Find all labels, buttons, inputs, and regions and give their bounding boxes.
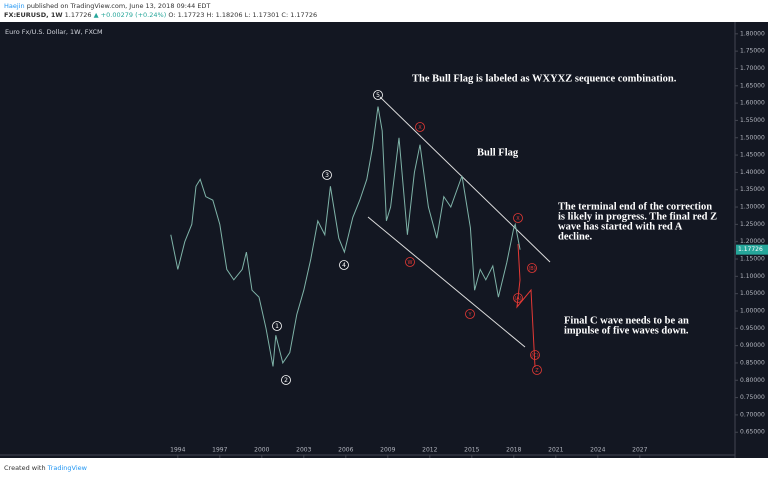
- y-tick-label: 0.75000: [740, 394, 765, 401]
- author[interactable]: Haejin: [4, 2, 25, 10]
- wave-label: Z: [535, 368, 539, 374]
- wave-circle: [530, 350, 540, 360]
- wave-label: (A): [514, 296, 521, 302]
- x-tick-label: 1994: [170, 447, 185, 454]
- wave-label: (C): [531, 353, 538, 359]
- y-tick-label: 0.95000: [740, 325, 765, 332]
- wave-label: Y: [467, 312, 472, 318]
- y-tick-label: 1.75000: [740, 48, 765, 55]
- y-tick-label: 0.85000: [740, 359, 765, 366]
- x-tick-label: 2006: [338, 447, 353, 454]
- wave-circle: [405, 257, 415, 267]
- x-tick-label: 2000: [254, 447, 269, 454]
- y-tick-label: 1.20000: [740, 238, 765, 245]
- y-tick-label: 0.65000: [740, 429, 765, 436]
- x-tick-label: 2024: [590, 447, 605, 454]
- published: published on TradingView.com, June 13, 2…: [26, 2, 211, 10]
- price-tag: [736, 244, 768, 255]
- y-tick-label: 1.50000: [740, 134, 765, 141]
- wave-label: 2: [284, 377, 288, 384]
- wave-label: 3: [325, 172, 329, 179]
- y-tick-label: 0.90000: [740, 342, 765, 349]
- chart-title: Euro Fx/U.S. Dollar, 1W, FXCM: [5, 28, 103, 36]
- wave-circle: [272, 321, 282, 331]
- y-tick-label: 1.80000: [740, 30, 765, 37]
- wave-circle: [415, 122, 425, 132]
- x-tick-label: 2003: [296, 447, 311, 454]
- annotation: Final C wave needs to be an: [564, 315, 689, 326]
- annotation: wave has started with red A: [558, 221, 683, 232]
- x-tick-label: 1997: [212, 447, 227, 454]
- wave-circle: [281, 375, 291, 385]
- y-tick-label: 0.70000: [740, 411, 765, 418]
- wave-circle: [527, 263, 537, 273]
- y-tick-label: 1.15000: [740, 256, 765, 263]
- wave-circle: [513, 213, 523, 223]
- price-tag-label: 1.17726: [738, 246, 763, 253]
- x-tick-label: 2009: [380, 447, 395, 454]
- footer: Created with TradingView: [0, 458, 768, 478]
- y-tick-label: 1.45000: [740, 152, 765, 159]
- y-tick-label: 1.35000: [740, 186, 765, 193]
- annotation: The Bull Flag is labeled as WXYXZ sequen…: [412, 73, 677, 84]
- annotation: impulse of five waves down.: [564, 325, 689, 336]
- channel-line: [367, 216, 526, 348]
- created: Created with: [4, 464, 46, 472]
- wave-circle: [465, 309, 475, 319]
- chart: Euro Fx/U.S. Dollar, 1W, FXCM 0.65000 0.7…: [0, 22, 768, 458]
- wave-circle: [532, 365, 542, 375]
- wave-circle: [373, 90, 383, 100]
- wave-circle: [322, 170, 332, 180]
- wave-label: 4: [342, 262, 346, 269]
- y-tick-label: 1.40000: [740, 169, 765, 176]
- change: ▲ +0.00279 (+0.24%): [93, 11, 167, 19]
- x-tick-label: 2018: [506, 447, 521, 454]
- y-tick-label: 1.30000: [740, 204, 765, 211]
- y-tick-label: 1.55000: [740, 117, 765, 124]
- annotation: is likely in progress. The final red Z: [558, 211, 717, 222]
- annotation: decline.: [558, 231, 592, 242]
- y-tick-label: 1.05000: [740, 290, 765, 297]
- wave-circle: [513, 293, 523, 303]
- wave-label: X: [418, 125, 422, 131]
- x-tick-label: 2021: [548, 447, 563, 454]
- price-line: [170, 106, 521, 367]
- brand[interactable]: TradingView: [47, 464, 87, 472]
- x-tick-label: 2012: [422, 447, 437, 454]
- wave-circle: [339, 260, 349, 270]
- x-tick-label: 2027: [632, 447, 647, 454]
- symbol: FX:EURUSD, 1W: [4, 11, 63, 19]
- y-tick-label: 1.25000: [740, 221, 765, 228]
- x-tick-label: 2015: [464, 447, 479, 454]
- channel-line: [379, 96, 551, 263]
- y-tick-label: 1.65000: [740, 82, 765, 89]
- y-tick-label: 1.10000: [740, 273, 765, 280]
- wave-label: (B): [528, 266, 535, 272]
- y-tick-label: 1.60000: [740, 100, 765, 107]
- wave-label: 1: [275, 323, 279, 330]
- header: Haejin published on TradingView.com, Jun…: [0, 0, 768, 22]
- annotation: Bull Flag: [477, 147, 519, 158]
- last: 1.17726: [64, 11, 92, 19]
- wave-label: 5: [376, 92, 380, 99]
- y-tick-label: 1.70000: [740, 65, 765, 72]
- y-tick-label: 1.00000: [740, 307, 765, 314]
- projection: [516, 243, 536, 368]
- annotation: The terminal end of the correction: [558, 201, 712, 212]
- wave-label: X: [516, 216, 520, 222]
- wave-label: W: [408, 260, 413, 266]
- y-tick-label: 0.80000: [740, 377, 765, 384]
- ohlc: O: 1.17723 H: 1.18206 L: 1.17301 C: 1.17…: [168, 11, 318, 19]
